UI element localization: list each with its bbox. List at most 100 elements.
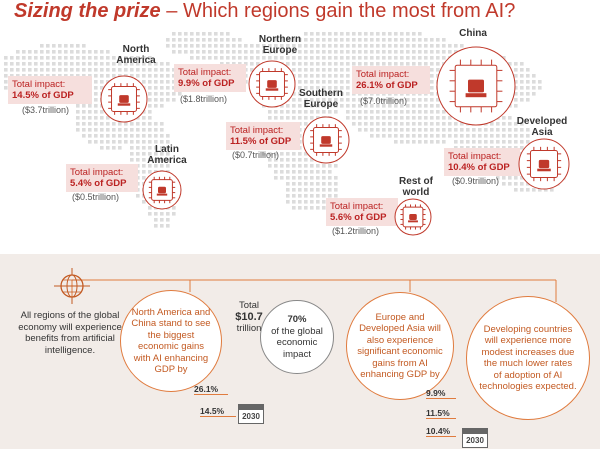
- map-dot: [484, 134, 488, 138]
- map-dot: [304, 116, 308, 120]
- map-dot: [430, 104, 434, 108]
- map-dot: [520, 134, 524, 138]
- map-dot: [136, 194, 140, 198]
- map-dot: [310, 56, 314, 60]
- map-dot: [100, 110, 104, 114]
- map-dot: [232, 56, 236, 60]
- map-dot: [142, 146, 146, 150]
- map-dot: [346, 38, 350, 42]
- map-dot: [478, 140, 482, 144]
- map-dot: [442, 116, 446, 120]
- map-dot: [214, 56, 218, 60]
- map-dot: [298, 116, 302, 120]
- map-dot: [316, 176, 320, 180]
- map-dot: [280, 176, 284, 180]
- map-dot: [382, 116, 386, 120]
- map-dot: [298, 68, 302, 72]
- map-dot: [298, 152, 302, 156]
- map-dot: [58, 50, 62, 54]
- map-dot: [298, 188, 302, 192]
- map-dot: [220, 56, 224, 60]
- map-dot: [346, 86, 350, 90]
- map-dot: [328, 98, 332, 102]
- map-dot: [172, 50, 176, 54]
- map-dot: [40, 50, 44, 54]
- map-dot: [142, 152, 146, 156]
- map-dot: [286, 200, 290, 204]
- map-dot: [328, 32, 332, 36]
- map-dot: [514, 140, 518, 144]
- map-dot: [424, 104, 428, 108]
- map-dot: [298, 98, 302, 102]
- map-dot: [118, 74, 122, 78]
- map-dot: [292, 182, 296, 186]
- map-dot: [382, 62, 386, 66]
- map-dot: [274, 56, 278, 60]
- map-dot: [334, 176, 338, 180]
- map-dot: [298, 164, 302, 168]
- map-dot: [250, 44, 254, 48]
- map-dot: [388, 128, 392, 132]
- map-dot: [70, 62, 74, 66]
- map-dot: [172, 44, 176, 48]
- map-dot: [376, 62, 380, 66]
- map-dot: [322, 74, 326, 78]
- map-dot: [346, 44, 350, 48]
- map-dot: [496, 140, 500, 144]
- map-dot: [394, 128, 398, 132]
- map-dot: [322, 200, 326, 204]
- map-dot: [82, 62, 86, 66]
- map-dot: [526, 98, 530, 102]
- map-dot: [316, 200, 320, 204]
- map-dot: [502, 182, 506, 186]
- map-dot: [40, 74, 44, 78]
- map-dot: [76, 104, 80, 108]
- map-dot: [286, 116, 290, 120]
- map-dot: [154, 128, 158, 132]
- map-dot: [322, 170, 326, 174]
- map-dot: [430, 68, 434, 72]
- impact-label: Total impact:: [356, 69, 410, 80]
- map-dot: [208, 56, 212, 60]
- map-dot: [82, 50, 86, 54]
- map-dot: [100, 68, 104, 72]
- map-dot: [364, 110, 368, 114]
- map-dot: [334, 104, 338, 108]
- map-dot: [364, 44, 368, 48]
- map-dot: [304, 200, 308, 204]
- map-dot: [82, 74, 86, 78]
- map-dot: [124, 122, 128, 126]
- map-dot: [394, 98, 398, 102]
- map-dot: [262, 44, 266, 48]
- map-dot: [160, 224, 164, 228]
- map-dot: [22, 56, 26, 60]
- map-dot: [298, 56, 302, 60]
- map-dot: [364, 128, 368, 132]
- map-dot: [508, 122, 512, 126]
- map-dot: [310, 194, 314, 198]
- map-dot: [94, 62, 98, 66]
- map-dot: [514, 188, 518, 192]
- map-dot: [142, 200, 146, 204]
- map-dot: [232, 38, 236, 42]
- map-dot: [328, 194, 332, 198]
- map-dot: [304, 176, 308, 180]
- map-dot: [514, 80, 518, 84]
- map-dot: [160, 152, 164, 156]
- map-dot: [184, 50, 188, 54]
- map-dot: [136, 140, 140, 144]
- map-dot: [430, 128, 434, 132]
- map-dot: [76, 68, 80, 72]
- impact-pct: 26.1% of GDP: [356, 80, 418, 91]
- map-dot: [280, 116, 284, 120]
- map-dot: [448, 116, 452, 120]
- map-dot: [136, 134, 140, 138]
- map-dot: [382, 56, 386, 60]
- map-dot: [454, 134, 458, 138]
- map-dot: [454, 50, 458, 54]
- map-dot: [142, 158, 146, 162]
- map-dot: [376, 44, 380, 48]
- map-dot: [292, 62, 296, 66]
- map-dot: [460, 140, 464, 144]
- map-dot: [430, 134, 434, 138]
